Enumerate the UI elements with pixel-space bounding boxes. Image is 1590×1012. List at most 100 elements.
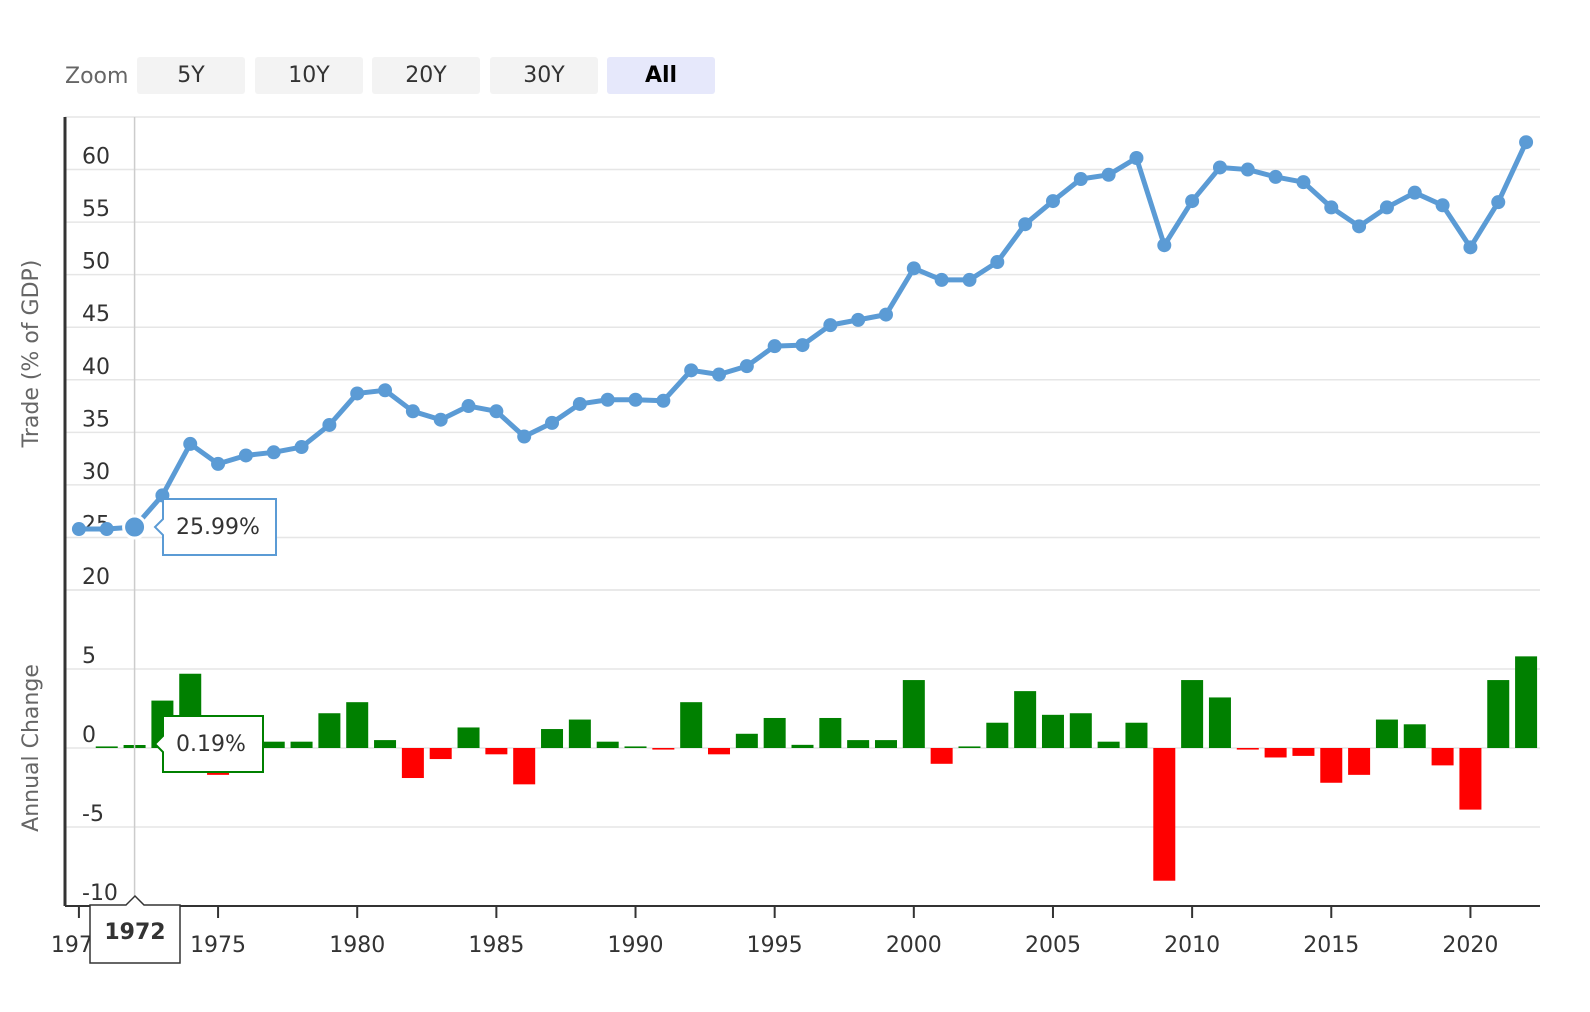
line-point <box>739 359 754 374</box>
bar <box>1459 748 1482 810</box>
bar <box>819 717 842 748</box>
line-point <box>1212 160 1227 175</box>
x-tick-label: 1975 <box>190 933 246 958</box>
bar <box>874 740 897 748</box>
bar <box>1069 713 1092 748</box>
y-tick-label: 60 <box>82 145 110 170</box>
line-point <box>851 312 866 327</box>
bar <box>763 717 786 748</box>
bar <box>262 741 285 748</box>
x-tick-label: 1990 <box>608 933 664 958</box>
bar <box>1264 748 1287 758</box>
bar <box>1515 656 1538 748</box>
line-point <box>878 307 893 322</box>
line-point <box>1240 162 1255 177</box>
line-point <box>1268 169 1283 184</box>
line-point <box>1463 240 1478 255</box>
bar <box>1041 714 1064 748</box>
tooltip-box <box>153 715 264 773</box>
tooltip-box <box>153 498 277 557</box>
zoom-button[interactable] <box>137 57 245 94</box>
zoom-button-label[interactable]: 20Y <box>405 63 447 88</box>
zoom-button[interactable] <box>372 57 480 94</box>
zoom-button[interactable] <box>255 57 363 94</box>
zoom-button-label[interactable]: 10Y <box>288 63 330 88</box>
bar <box>95 746 118 748</box>
x-tick-label: 1995 <box>747 933 803 958</box>
bar <box>568 719 591 748</box>
y-tick-label: 35 <box>82 407 110 432</box>
line-point <box>322 417 337 432</box>
bar <box>457 727 480 748</box>
tooltip-value: 0.19% <box>176 732 246 757</box>
line-point <box>906 261 921 276</box>
line-point <box>183 436 198 451</box>
y-axis-label: Annual Change <box>19 664 44 832</box>
line-point <box>211 456 226 471</box>
zoom-label: Zoom <box>65 64 128 89</box>
bar <box>1014 691 1037 748</box>
bar <box>485 748 508 755</box>
zoom-button-label[interactable]: 5Y <box>177 63 205 88</box>
bar <box>1181 680 1204 748</box>
line-point <box>489 404 504 419</box>
bar <box>1208 697 1231 748</box>
line-point <box>433 412 448 427</box>
x-tick-label: 2010 <box>1164 933 1220 958</box>
line-point <box>378 383 393 398</box>
line-point <box>1379 200 1394 215</box>
line-point <box>656 393 671 408</box>
x-tick-label: 2020 <box>1442 933 1498 958</box>
bar <box>1236 748 1259 750</box>
line-series <box>78 141 1529 532</box>
zoom-button-label[interactable]: 30Y <box>523 63 565 88</box>
line-point <box>1352 219 1367 234</box>
line-point <box>684 363 699 378</box>
bar <box>1320 748 1343 783</box>
y-tick-label: 0 <box>82 723 96 748</box>
line-point <box>1324 200 1339 215</box>
y-tick-label: 55 <box>82 197 110 222</box>
line-point <box>517 429 532 444</box>
bar <box>791 744 814 748</box>
bar <box>1431 748 1454 766</box>
tooltip-value: 25.99% <box>176 515 260 540</box>
bar <box>708 748 731 755</box>
bar <box>930 748 953 764</box>
y-tick-label: 30 <box>82 460 110 485</box>
zoom-button-label[interactable]: All <box>645 63 677 88</box>
line-point <box>628 392 643 407</box>
line-point <box>1157 238 1172 253</box>
bar <box>958 746 981 748</box>
y-tick-label: 45 <box>82 302 110 327</box>
bar <box>318 713 341 748</box>
line-point <box>1018 217 1033 232</box>
bar <box>986 722 1009 748</box>
y-tick-label: 50 <box>82 250 110 275</box>
x-tick-label: 1985 <box>468 933 524 958</box>
y-tick-label: 40 <box>82 355 110 380</box>
line-point <box>1101 167 1116 182</box>
line-point <box>795 338 810 353</box>
line-point <box>990 255 1005 270</box>
y-tick-label: -10 <box>82 881 118 906</box>
zoom-button[interactable] <box>490 57 598 94</box>
zoom-button[interactable] <box>607 57 715 94</box>
y-tick-label: 20 <box>82 565 110 590</box>
line-point <box>461 399 476 414</box>
bar <box>1375 719 1398 748</box>
bar <box>290 741 313 748</box>
line-point <box>767 339 782 354</box>
bar <box>1153 748 1176 881</box>
bar <box>680 702 703 748</box>
x-tick-label: 2000 <box>886 933 942 958</box>
bar <box>652 748 675 750</box>
line-point <box>294 440 309 455</box>
bar <box>429 748 452 760</box>
bar <box>847 740 870 748</box>
bar <box>513 748 536 785</box>
tooltip-box <box>89 894 181 964</box>
bar <box>624 746 647 748</box>
bar <box>1348 748 1371 775</box>
